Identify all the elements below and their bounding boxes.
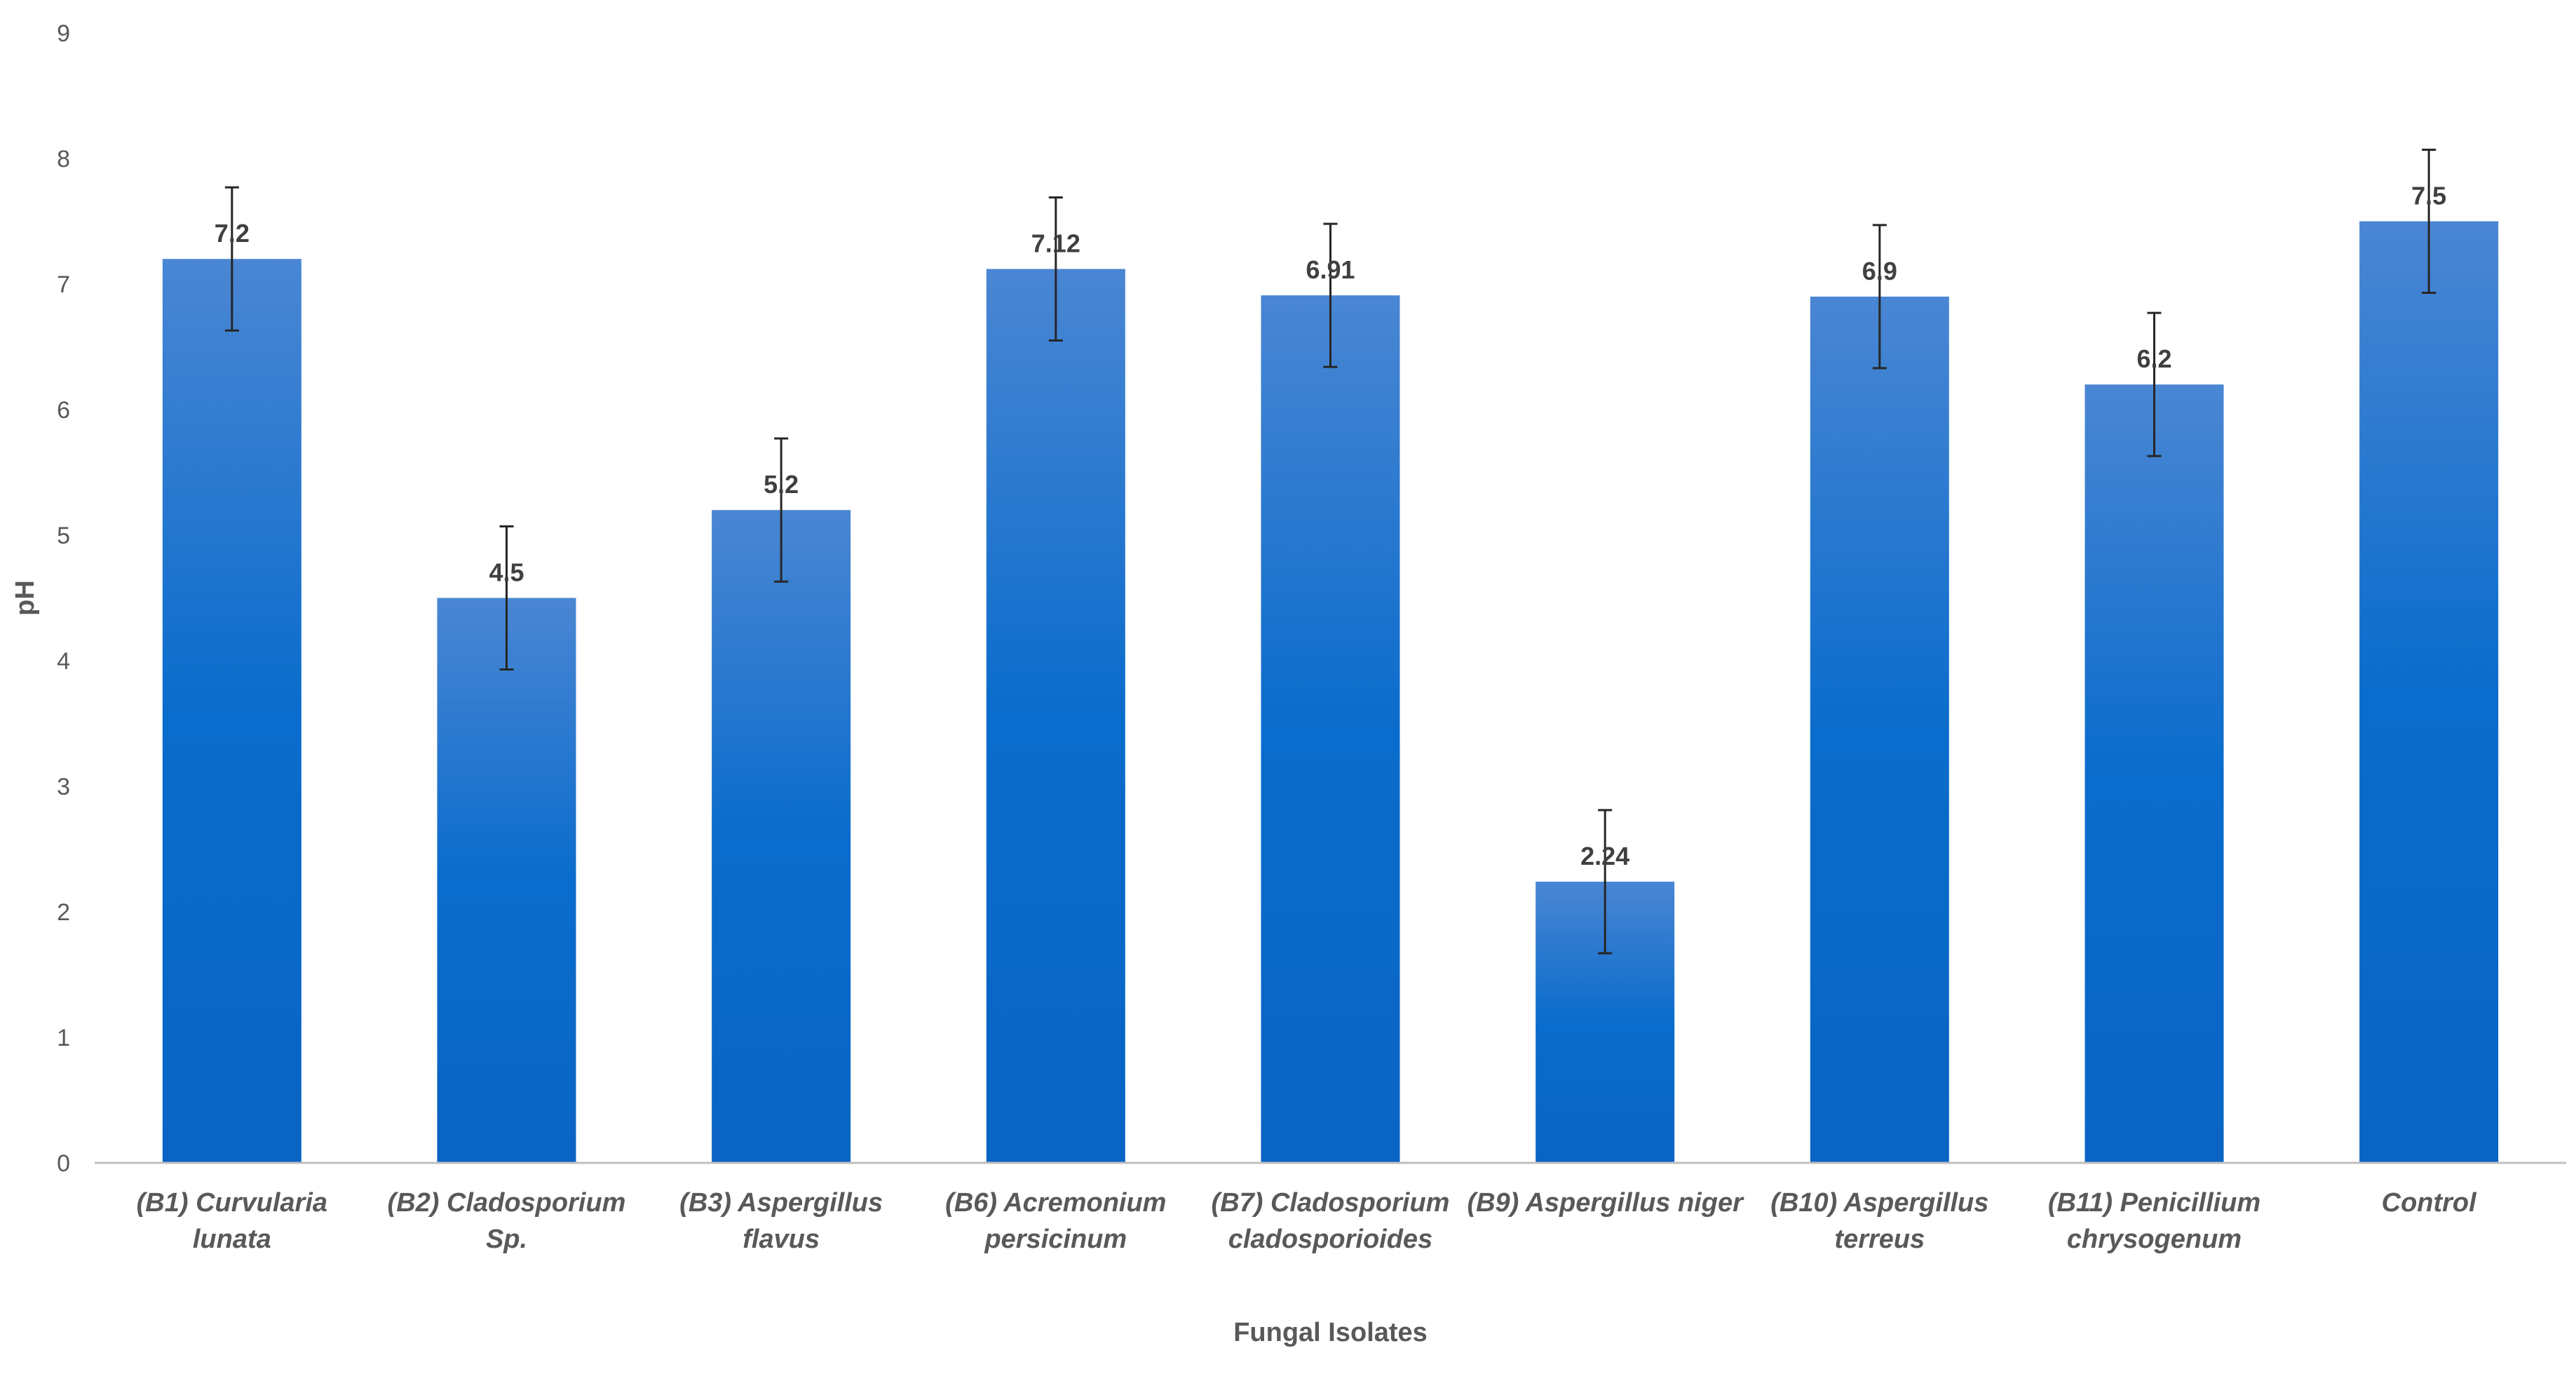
error-bar	[224, 186, 239, 332]
error-bar	[1598, 809, 1613, 955]
bar	[986, 269, 1125, 1163]
error-bars	[224, 148, 2436, 955]
bar	[2359, 221, 2499, 1163]
data-label: 6.9	[1862, 257, 1897, 285]
error-bar	[1872, 224, 1887, 370]
y-tick-label: 0	[57, 1150, 70, 1177]
data-label: 2.24	[1580, 842, 1629, 870]
bar	[2084, 384, 2224, 1164]
x-tick-label: (B1) Curvularia lunata	[137, 1188, 327, 1254]
y-tick-label: 9	[57, 20, 70, 47]
x-tick-label: (B3) Aspergillus flavus	[679, 1188, 883, 1254]
data-label: 4.5	[489, 558, 524, 587]
x-tick-label: (B10) Aspergillus terreus	[1770, 1188, 1988, 1254]
y-tick-label: 6	[57, 397, 70, 424]
bar	[1261, 295, 1400, 1163]
data-label: 5.2	[764, 470, 799, 499]
error-bar	[774, 437, 789, 583]
x-tick-label: Control	[2382, 1188, 2478, 1218]
x-axis-category-labels: (B1) Curvularia lunata (B2) Cladosporium Sp…	[137, 1188, 2478, 1254]
x-tick-label: (B2) Cladosporium Sp.	[388, 1188, 626, 1254]
bar	[162, 259, 301, 1164]
bar	[437, 598, 576, 1163]
data-label: 7.5	[2411, 182, 2446, 210]
y-tick-label: 3	[57, 774, 70, 800]
error-bar	[2147, 311, 2162, 457]
y-axis-ticks: 0 1 2 3 4 5 6 7 8 9	[57, 20, 70, 1177]
data-label: 7.2	[215, 219, 250, 248]
x-tick-label: (B11) Penicillium chrysogenum	[2048, 1188, 2260, 1254]
data-label: 6.91	[1306, 255, 1355, 284]
x-tick-label: (B7) Cladosporium cladosporioides	[1212, 1188, 1450, 1254]
y-tick-label: 2	[57, 899, 70, 926]
data-label: 7.12	[1031, 229, 1080, 258]
error-bar	[1048, 196, 1063, 342]
y-tick-label: 7	[57, 271, 70, 298]
data-labels: 7.2 4.5 5.2 7.12 6.91 2.24 6.9 6.2 7.5	[215, 182, 2446, 871]
error-bar	[499, 525, 514, 671]
x-tick-label: (B6) Acremonium persicinum	[945, 1188, 1166, 1254]
y-tick-label: 8	[57, 146, 70, 173]
y-tick-label: 4	[57, 648, 70, 675]
error-bar	[1323, 222, 1338, 368]
error-bar	[2422, 148, 2436, 295]
bar	[712, 510, 851, 1163]
x-tick-label: (B9) Aspergillus niger	[1467, 1188, 1744, 1218]
x-axis-title: Fungal Isolates	[1233, 1318, 1428, 1347]
bar	[1810, 296, 1949, 1163]
y-tick-label: 5	[57, 523, 70, 549]
bars	[162, 221, 2499, 1164]
y-axis-title: pH	[11, 580, 40, 616]
y-tick-label: 1	[57, 1025, 70, 1051]
data-label: 6.2	[2136, 344, 2171, 373]
